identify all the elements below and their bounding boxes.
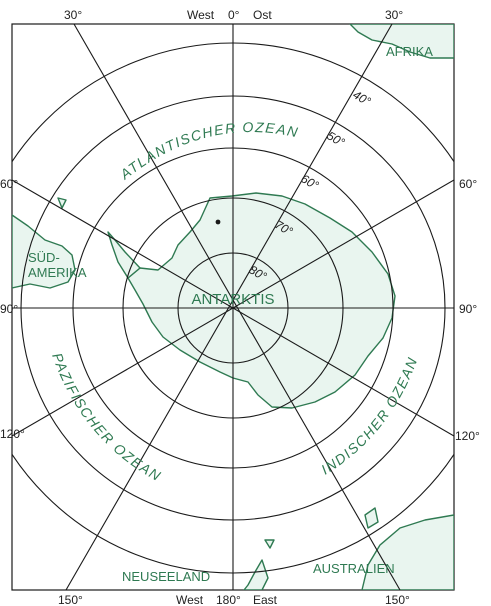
- meridian-30w-150e: [73, 24, 401, 590]
- label-new-zealand: NEUSEELAND: [122, 569, 210, 584]
- top-label-30w: 30°: [64, 8, 82, 22]
- africa-landmass: [349, 24, 454, 59]
- left-label-90: 90°: [0, 302, 18, 316]
- left-label-60: 60°: [0, 177, 18, 191]
- right-label-120: 120°: [455, 429, 480, 443]
- label-atlantic-ocean: ATLANTISCHER OZEAN: [116, 119, 300, 183]
- right-label-90: 90°: [459, 302, 477, 316]
- label-africa: AFRIKA: [386, 44, 433, 59]
- tasmania: [364, 507, 379, 529]
- antarctica-landmass: [127, 192, 396, 409]
- bottom-label-180: 180°: [216, 593, 241, 606]
- label-antarctica: ANTARKTIS: [191, 291, 274, 308]
- label-south-america-1: SÜD-: [28, 250, 60, 265]
- bottom-label-east: East: [253, 593, 278, 606]
- bottom-label-west: West: [176, 593, 204, 606]
- australia-landmass: [361, 514, 454, 590]
- bottom-label-150w: 150°: [58, 593, 83, 606]
- top-label-30e: 30°: [385, 8, 403, 22]
- island-2: [264, 539, 275, 549]
- peninsula: [107, 231, 141, 279]
- meridian-60e-120w: [12, 179, 454, 437]
- left-label-120: 120°: [0, 427, 25, 441]
- lat-label-50: 50°: [325, 128, 348, 149]
- meridian-30e-150w: [65, 24, 393, 590]
- top-label-0: 0°: [228, 8, 240, 22]
- top-label-west: West: [187, 8, 215, 22]
- right-label-60: 60°: [459, 177, 477, 191]
- top-label-ost: Ost: [253, 8, 272, 22]
- lat-label-60: 60°: [299, 171, 322, 192]
- south-america-landmass: [12, 214, 76, 289]
- label-australia: AUSTRALIEN: [313, 561, 395, 576]
- island-1: [57, 197, 67, 209]
- bottom-label-150e: 150°: [385, 593, 410, 606]
- label-south-america-2: AMERIKA: [28, 265, 87, 280]
- station-marker: [215, 219, 221, 225]
- new-zealand-landmass: [243, 559, 269, 590]
- label-pacific-ocean: PAZIFISCHER OZEAN: [49, 351, 164, 485]
